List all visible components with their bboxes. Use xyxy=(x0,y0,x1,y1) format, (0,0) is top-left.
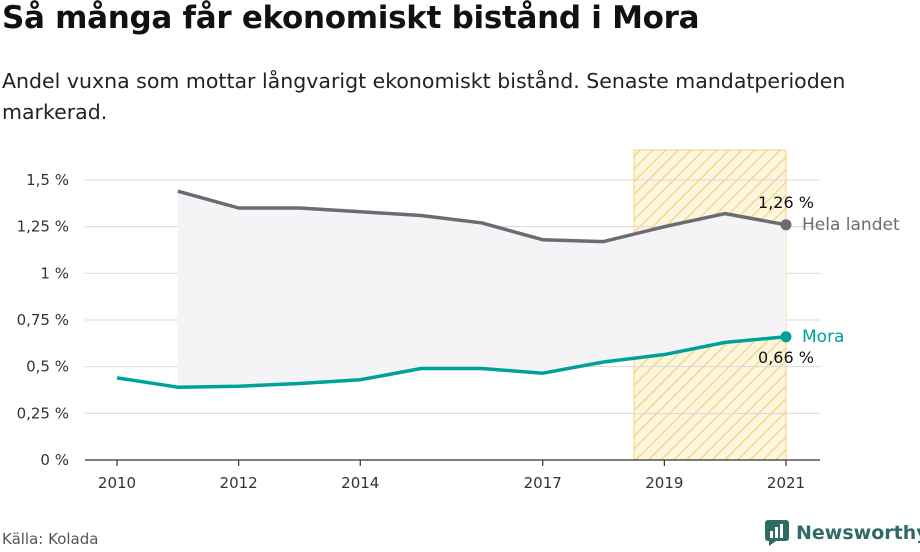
end-value-mora: 0,66 % xyxy=(758,348,814,367)
chart-subtitle: Andel vuxna som mottar långvarigt ekonom… xyxy=(2,69,846,124)
series-label-hela-landet: Hela landet xyxy=(802,215,900,235)
x-tick-label: 2017 xyxy=(524,474,562,492)
y-tick-label: 0 % xyxy=(40,451,69,469)
brand-logo: Newsworthy xyxy=(764,519,920,547)
line-hela-landet xyxy=(177,189,787,244)
y-tick-label: 0,5 % xyxy=(26,358,69,376)
x-tick-label: 2012 xyxy=(220,474,258,492)
line-mora xyxy=(116,335,787,389)
x-tick-label: 2019 xyxy=(645,474,683,492)
series-label-mora: Mora xyxy=(802,327,844,347)
end-value-hela-landet: 1,26 % xyxy=(758,193,814,212)
y-tick-label: 0,25 % xyxy=(17,404,69,422)
source-note: Källa: Kolada xyxy=(2,530,99,548)
y-tick-label: 1,25 % xyxy=(17,218,69,236)
chart-title: Så många får ekonomiskt bistånd i Mora xyxy=(2,0,700,36)
newsworthy-logo-icon xyxy=(765,520,789,546)
x-tick-label: 2021 xyxy=(767,474,805,492)
y-tick-label: 0,75 % xyxy=(17,311,69,329)
x-tick-label: 2014 xyxy=(341,474,379,492)
brand-name: Newsworthy xyxy=(796,522,920,544)
series-gap-area xyxy=(177,191,786,388)
y-tick-label: 1 % xyxy=(40,264,69,282)
x-tick-label: 2010 xyxy=(98,474,136,492)
line-mora-endpoint xyxy=(780,331,792,343)
y-tick-label: 1,5 % xyxy=(26,171,69,189)
line-hela-landet-endpoint xyxy=(780,219,792,231)
